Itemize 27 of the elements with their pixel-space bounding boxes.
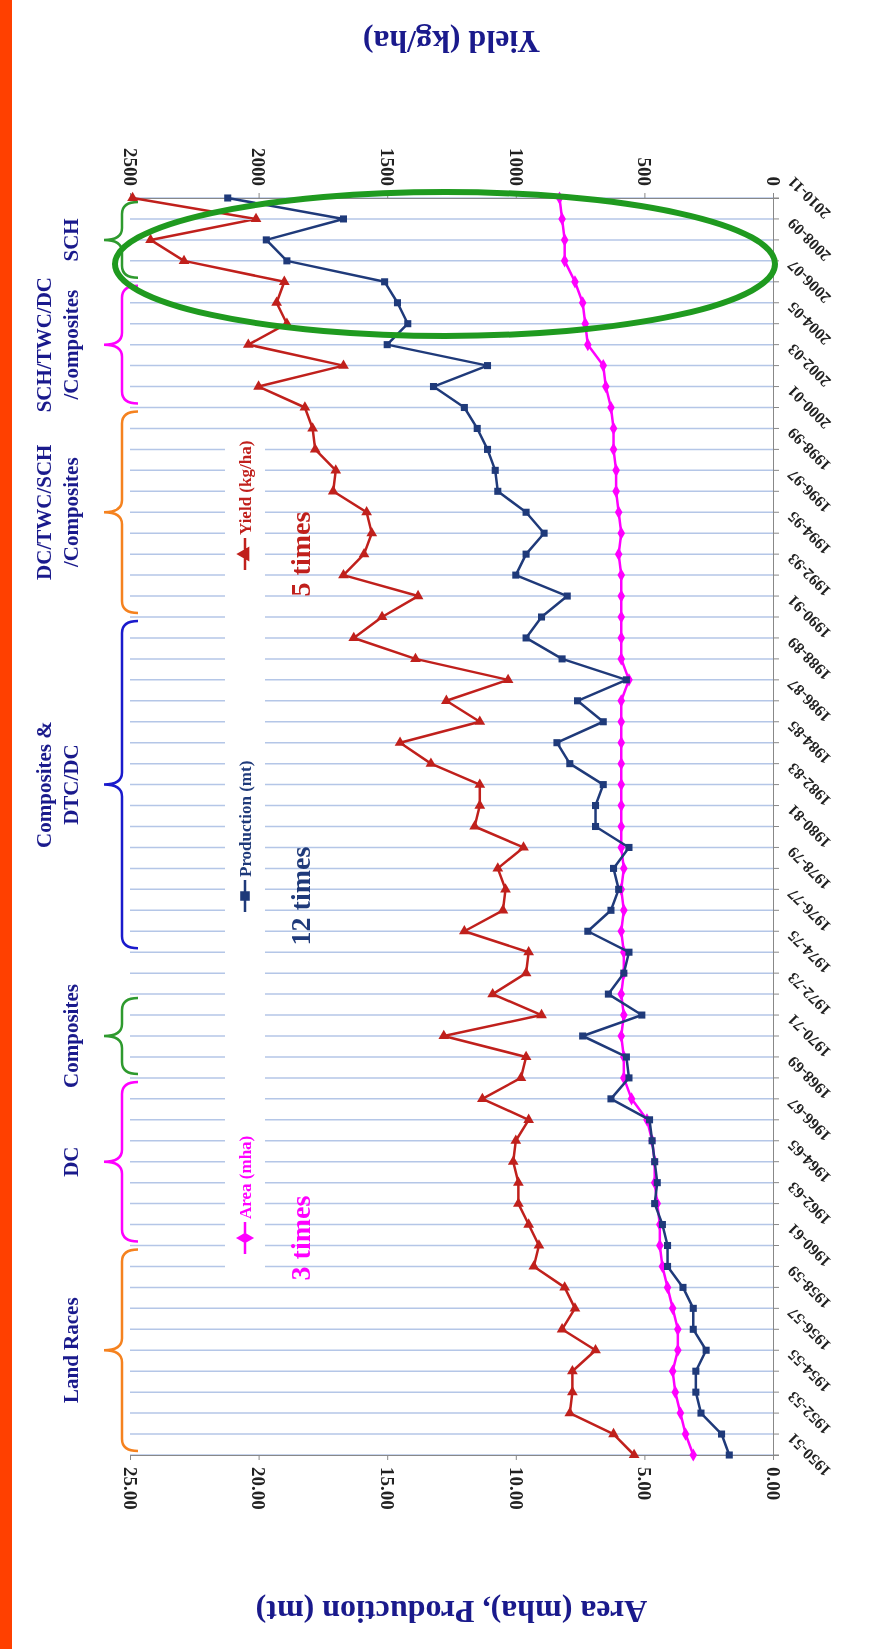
- annotation: 12 times: [284, 846, 316, 946]
- x-tick-label: 10.00: [505, 1467, 527, 1510]
- annotation: 5 times: [284, 511, 316, 597]
- text: Land Races: [59, 1297, 83, 1404]
- x-tick-label: 0.00: [762, 1467, 784, 1501]
- text: Area (mha): [235, 1135, 255, 1219]
- x2-tick-label: 500: [634, 157, 656, 186]
- text: Yield (kg/ha): [235, 440, 255, 535]
- text: DC: [59, 1146, 83, 1177]
- x-tick-label: 5.00: [634, 1467, 656, 1501]
- x2-tick-label: 1000: [505, 148, 527, 186]
- x-axis-title: Area (mha), Production (mt): [255, 1593, 648, 1630]
- text: SCH: [59, 218, 83, 262]
- x2-tick-label: 2500: [119, 148, 141, 186]
- x2-tick-label: 1500: [377, 148, 399, 186]
- text: DC/TWC/SCH /Composites: [32, 444, 83, 580]
- text: Production (mt): [235, 760, 255, 877]
- text: Composites & DTC/DC: [32, 721, 83, 848]
- annotation: 3 times: [284, 1195, 316, 1281]
- text: Composites: [59, 984, 83, 1088]
- x-tick-label: 15.00: [377, 1467, 399, 1510]
- x2-tick-label: 0: [762, 176, 784, 186]
- x2-tick-label: 2000: [248, 148, 270, 186]
- text: SCH/TWC/DC /Composites: [32, 276, 83, 413]
- x2-axis-title: Yield (kg/ha): [362, 23, 541, 60]
- x-tick-label: 25.00: [119, 1467, 141, 1510]
- x-tick-label: 20.00: [248, 1467, 270, 1510]
